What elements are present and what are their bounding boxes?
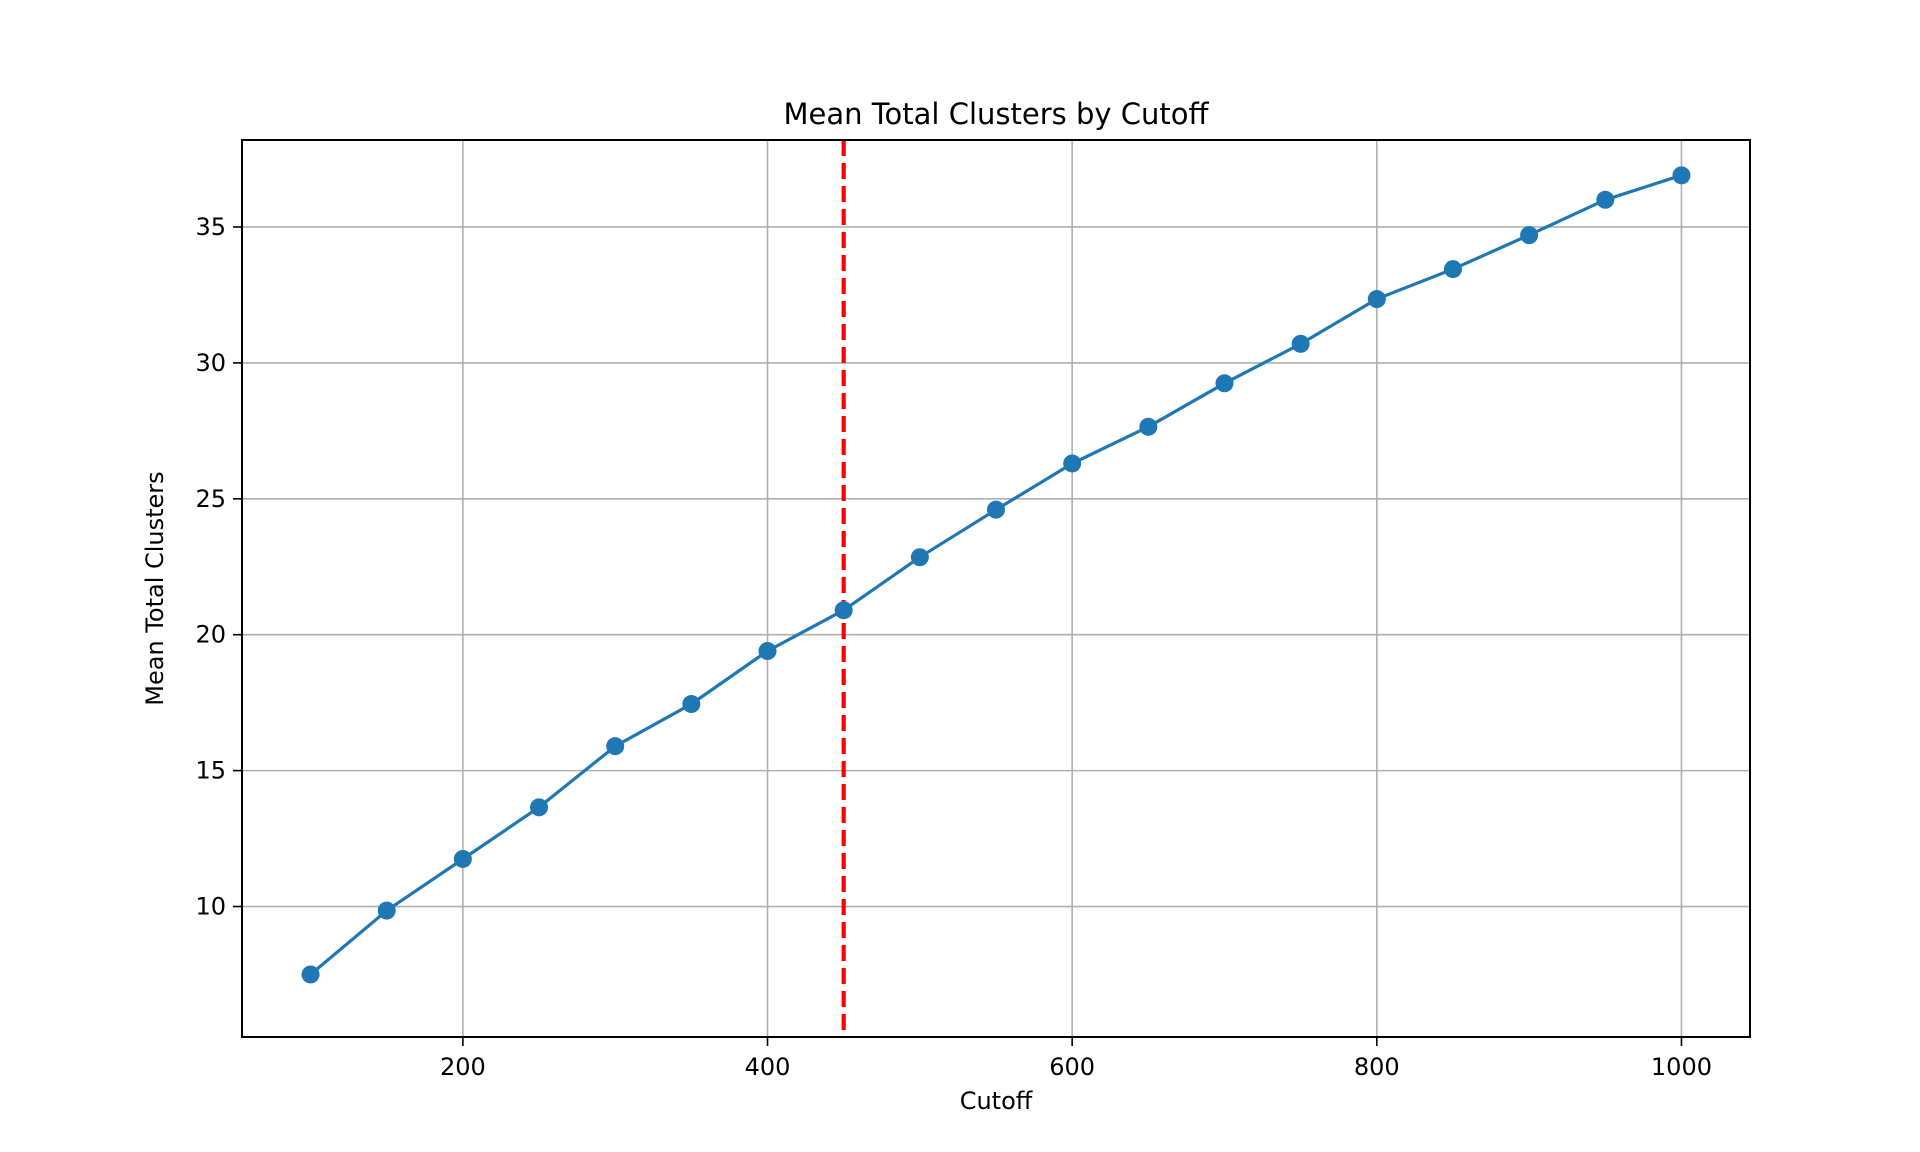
y-tick-label: 10: [195, 893, 226, 921]
data-point: [834, 601, 853, 620]
data-point: [1520, 226, 1539, 245]
data-point: [1367, 290, 1386, 309]
data-point: [1291, 334, 1310, 353]
series-group: [301, 166, 1691, 984]
chart-title: Mean Total Clusters by Cutoff: [784, 97, 1210, 131]
data-point: [1596, 190, 1615, 209]
x-tick-label: 400: [745, 1053, 791, 1081]
x-axis-label: Cutoff: [960, 1087, 1033, 1115]
data-point: [987, 500, 1005, 519]
data-point: [377, 901, 396, 920]
x-tick-label: 1000: [1651, 1053, 1712, 1081]
data-point: [1672, 166, 1691, 185]
y-axis-label: Mean Total Clusters: [141, 471, 169, 705]
x-tick-label: 600: [1049, 1053, 1095, 1081]
y-tick-label: 20: [195, 621, 226, 649]
data-point: [1215, 374, 1234, 393]
y-axis-ticks: 10 15 20 25 30 35: [195, 213, 242, 921]
data-point: [606, 737, 625, 756]
data-point: [530, 798, 549, 817]
x-tick-label: 200: [440, 1053, 486, 1081]
data-point: [1443, 260, 1462, 279]
y-tick-label: 35: [195, 213, 226, 241]
data-point: [1063, 454, 1082, 473]
y-tick-label: 25: [195, 485, 226, 513]
data-point: [682, 695, 701, 714]
data-point: [1139, 417, 1158, 436]
x-axis-ticks: 200 400 600 800 1000: [440, 1037, 1712, 1081]
grid: [242, 140, 1750, 1037]
data-point: [301, 965, 320, 984]
data-point: [910, 548, 929, 567]
plot-area-frame: [241, 139, 1751, 1038]
y-tick-label: 30: [195, 349, 226, 377]
data-point: [453, 849, 472, 868]
x-tick-label: 800: [1354, 1053, 1400, 1081]
data-point: [758, 642, 777, 661]
y-tick-label: 15: [195, 757, 226, 785]
